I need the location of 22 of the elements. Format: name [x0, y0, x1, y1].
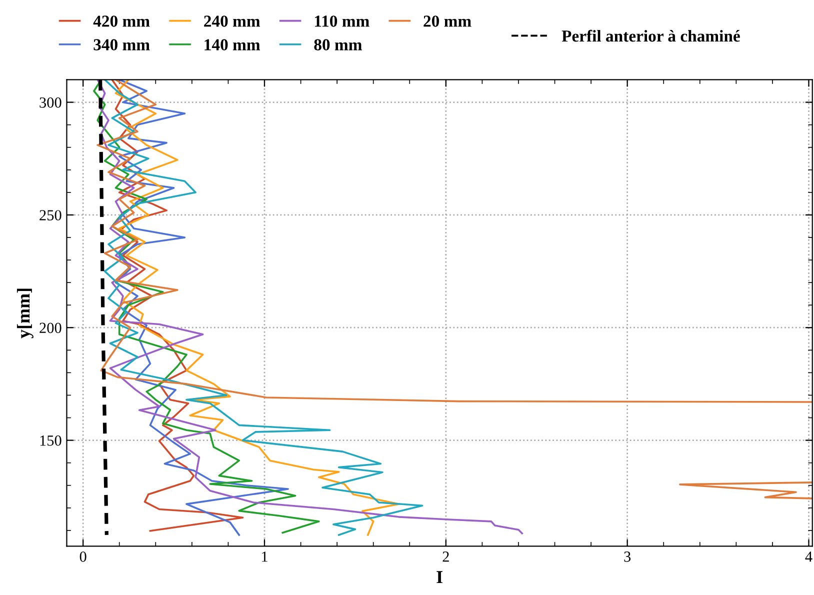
- x-tick-label: 4: [805, 552, 812, 562]
- x-tick-label: 3: [624, 552, 631, 562]
- x-tick-label: 0: [80, 552, 86, 562]
- y-tick-label: 250: [40, 210, 62, 220]
- legend-label: 140 mm: [204, 39, 260, 50]
- legend-label: 20 mm: [424, 16, 472, 27]
- x-tick-label: 2: [442, 552, 449, 562]
- legend-label: 340 mm: [94, 39, 150, 50]
- x-tick-label: 1: [262, 552, 268, 562]
- legend-label: 80 mm: [314, 39, 362, 50]
- legend-label: 110 mm: [314, 16, 370, 27]
- y-axis-title: y[mm]: [16, 288, 34, 338]
- x-axis-title: I: [436, 571, 442, 584]
- line-series: [114, 80, 289, 536]
- y-tick-label: 300: [40, 97, 62, 108]
- legend-label: 240 mm: [204, 16, 260, 27]
- y-tick-label: 200: [40, 322, 62, 334]
- legend-label: Perfil anterior à chaminé: [562, 30, 740, 42]
- y-tick-label: 150: [40, 435, 62, 446]
- legend-label: 420 mm: [93, 16, 150, 27]
- line-series: [96, 80, 524, 534]
- line-series: [111, 80, 244, 532]
